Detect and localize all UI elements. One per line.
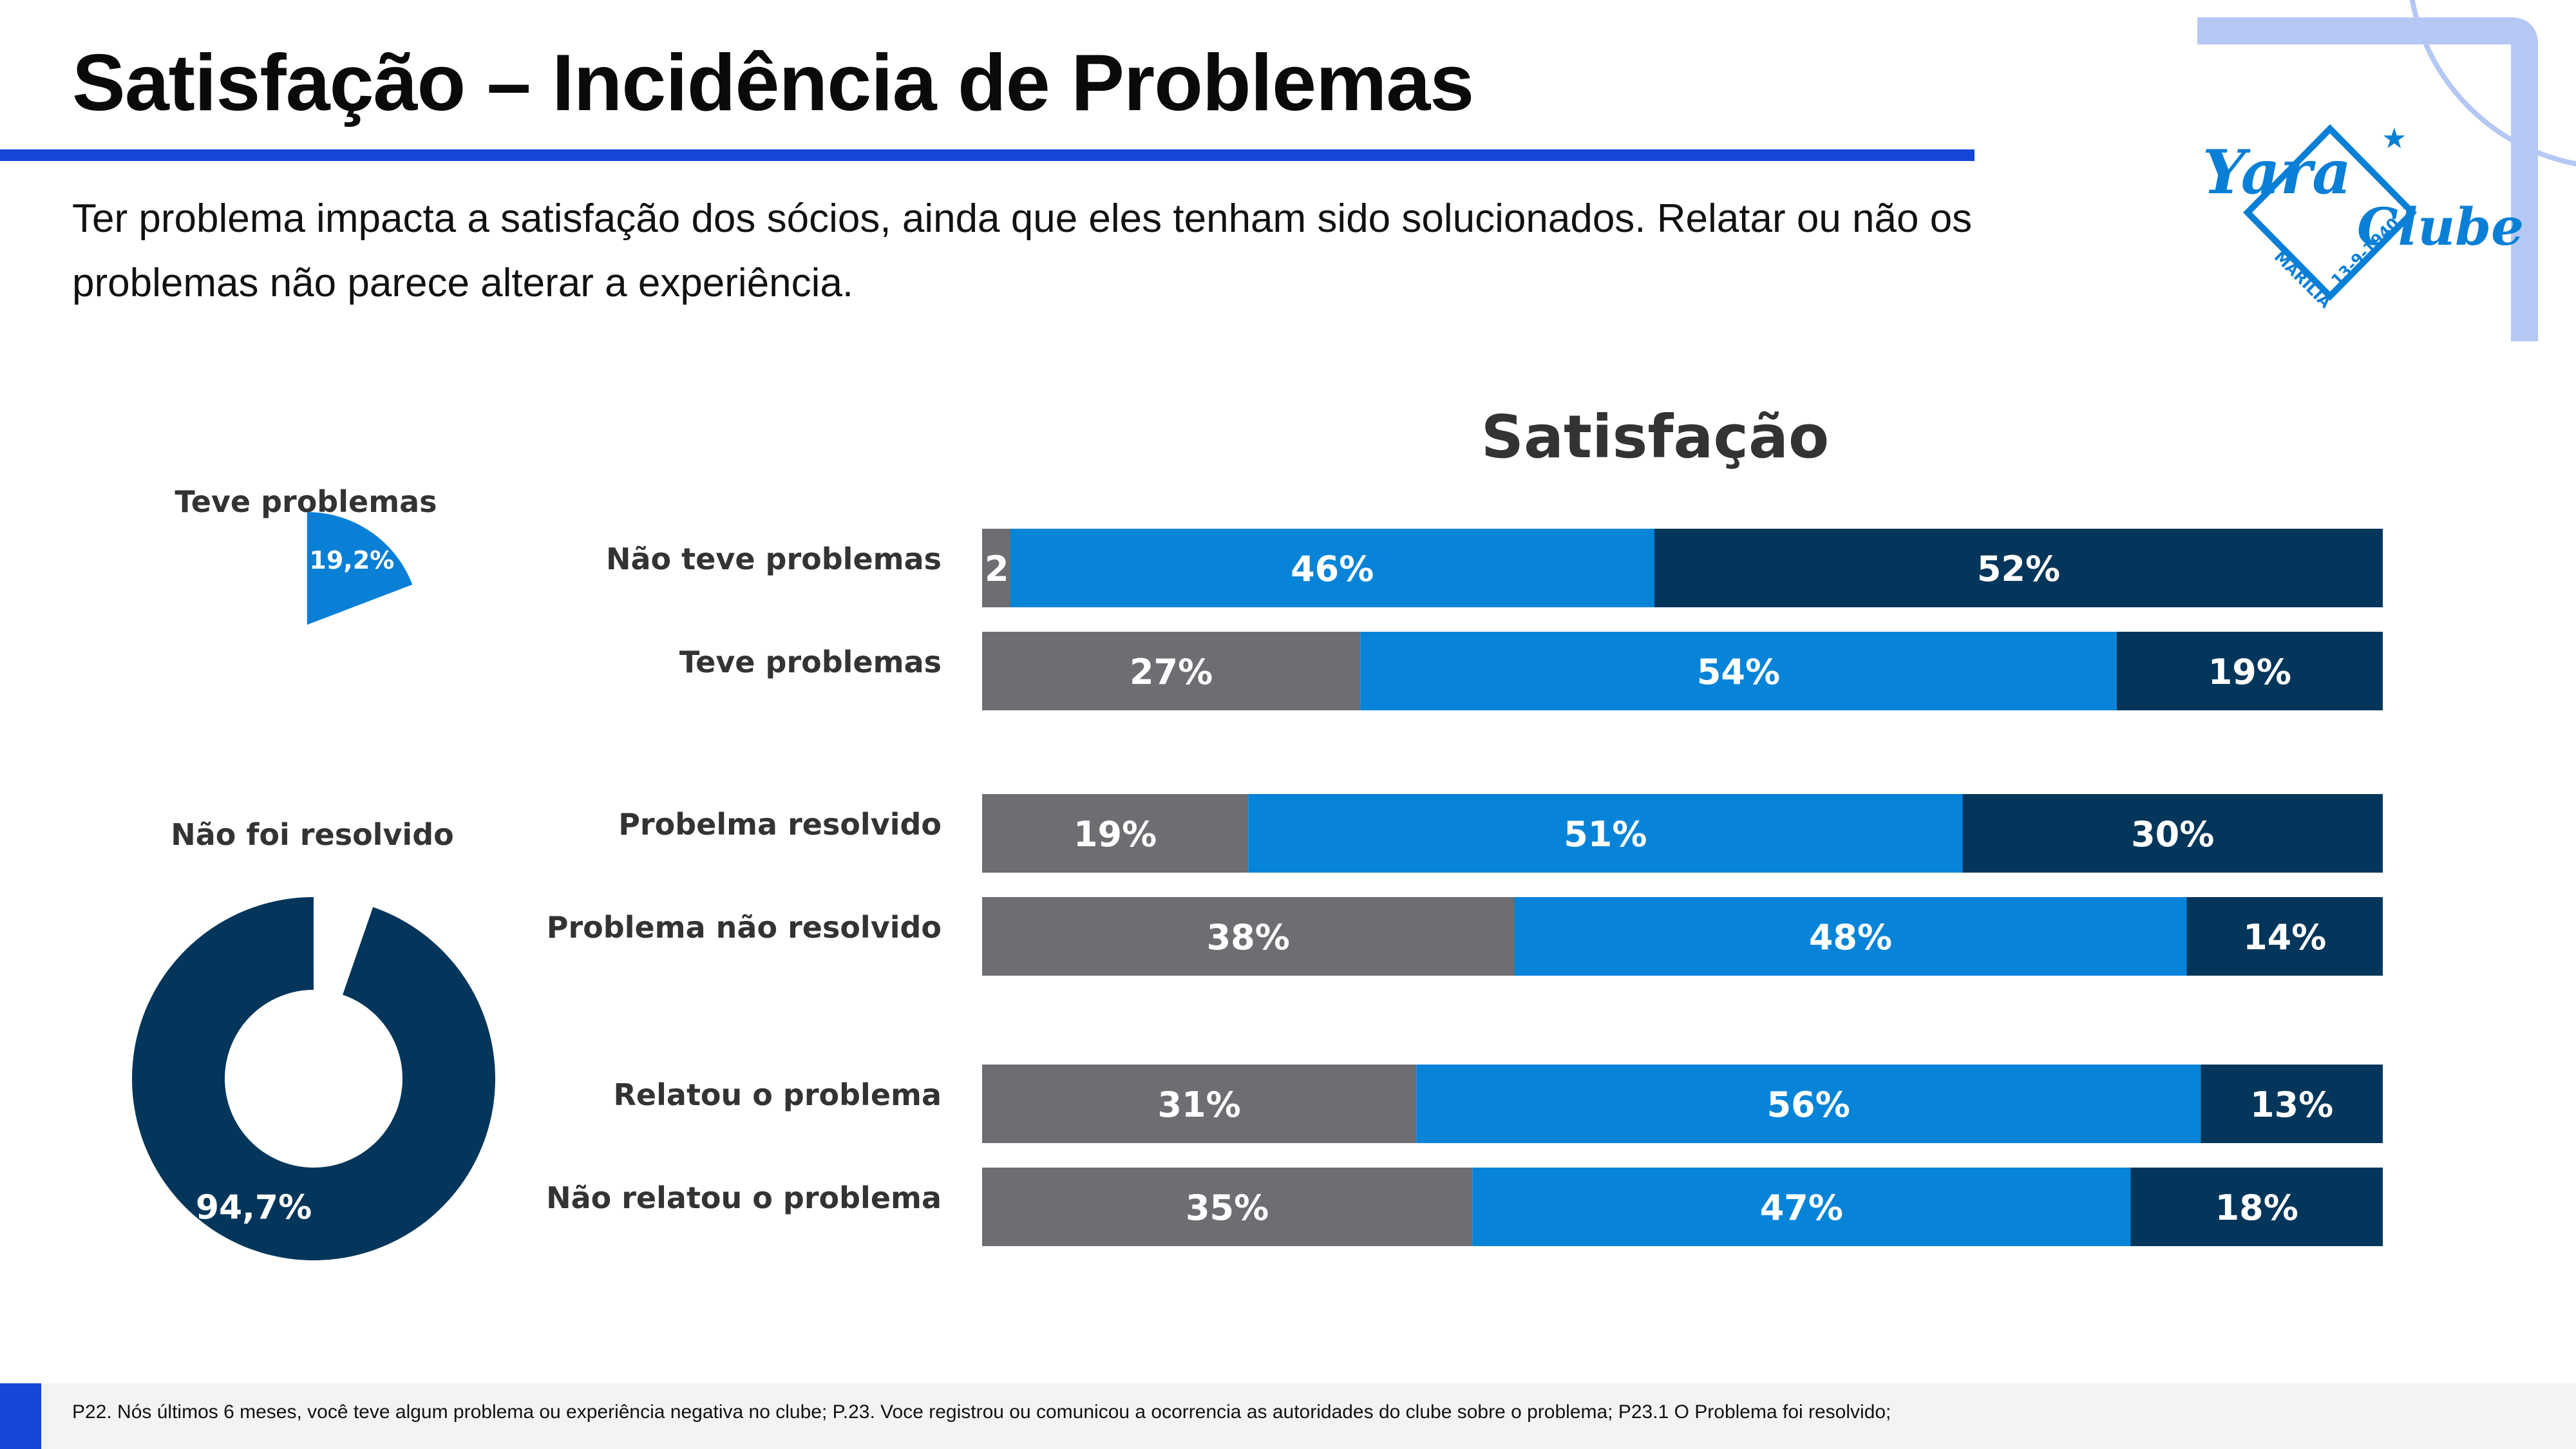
bar-category-label: Teve problemas xyxy=(679,645,942,679)
bar-segment xyxy=(1514,897,2187,976)
title-underline xyxy=(0,149,1975,161)
logo-clube-text: Clube xyxy=(2357,196,2524,257)
bar-category-label: Não teve problemas xyxy=(606,542,942,576)
bar-data-label: 52% xyxy=(1977,549,2060,589)
donut-nao-resolvido-slice xyxy=(131,897,495,1260)
donut-nao-resolvido-title: Não foi resolvido xyxy=(171,817,453,852)
logo-diamond xyxy=(2242,124,2418,301)
bar-segment xyxy=(982,1168,1473,1246)
bar-segment xyxy=(2201,1065,2383,1143)
footer-bar xyxy=(0,1383,2576,1449)
pie-teve-label: 19,2% xyxy=(309,546,394,574)
bar-segment xyxy=(1472,1168,2131,1246)
bar-segment xyxy=(982,632,1361,710)
bar-segment xyxy=(1360,632,2117,710)
bar-segment xyxy=(1010,529,1654,607)
bar-chart-title: Satisfação xyxy=(1481,402,1830,471)
bar-data-label: 35% xyxy=(1186,1188,1269,1228)
bar-category-label: Não relatou o problema xyxy=(546,1180,942,1215)
logo-decor-frame xyxy=(2197,17,2538,341)
bar-data-label: 56% xyxy=(1767,1084,1850,1125)
bar-segment xyxy=(2116,632,2383,710)
bar-data-label: 54% xyxy=(1697,652,1780,692)
bar-data-label: 48% xyxy=(1809,917,1892,958)
bar-data-label: 31% xyxy=(1157,1084,1240,1125)
bar-category-label: Probelma resolvido xyxy=(618,807,942,842)
pie-teve-slice xyxy=(307,512,413,625)
bar-data-label: 27% xyxy=(1130,652,1213,692)
logo-star-icon: ★ xyxy=(2382,122,2407,155)
bar-segment xyxy=(1248,794,1963,873)
bar-data-label: 46% xyxy=(1291,549,1374,589)
footnote: P22. Nós últimos 6 meses, você teve algu… xyxy=(72,1401,1891,1423)
page-title: Satisfação – Incidência de Problemas xyxy=(72,39,1474,128)
logo-yara-text: Yara xyxy=(2202,137,2351,208)
bar-category-label: Relatou o problema xyxy=(614,1077,942,1112)
footer-accent xyxy=(0,1383,41,1449)
bar-data-label: 18% xyxy=(2215,1188,2298,1228)
page-subtitle: Ter problema impacta a satisfação dos só… xyxy=(72,196,1973,305)
bar-segment xyxy=(982,529,1010,607)
bar-data-label: 19% xyxy=(1074,814,1157,855)
pie-teve-title: Teve problemas xyxy=(175,484,437,519)
bar-segment xyxy=(982,794,1249,873)
bar-data-label: 14% xyxy=(2243,917,2326,958)
yara-clube-logo: ★ Yara Clube MARÍLIA 13-9-1940 xyxy=(2197,0,2576,341)
bar-data-label: 38% xyxy=(1207,917,1290,958)
bar-category-label: Problema não resolvido xyxy=(547,910,942,945)
bar-segment xyxy=(1416,1065,2201,1143)
bar-segment xyxy=(2130,1168,2383,1246)
donut-nao-resolvido-label: 94,7% xyxy=(196,1188,312,1227)
bar-segment xyxy=(1962,794,2383,873)
bar-segment xyxy=(1654,529,2383,607)
bar-data-label: 30% xyxy=(2131,814,2214,855)
bar-segment xyxy=(2186,897,2383,976)
bar-data-label: 47% xyxy=(1760,1188,1843,1228)
bar-segment xyxy=(982,1065,1417,1143)
bar-data-label: 51% xyxy=(1564,814,1647,855)
bar-data-label: 13% xyxy=(2250,1084,2333,1125)
bar-data-label: 19% xyxy=(2208,652,2291,692)
bar-segment xyxy=(982,897,1515,976)
